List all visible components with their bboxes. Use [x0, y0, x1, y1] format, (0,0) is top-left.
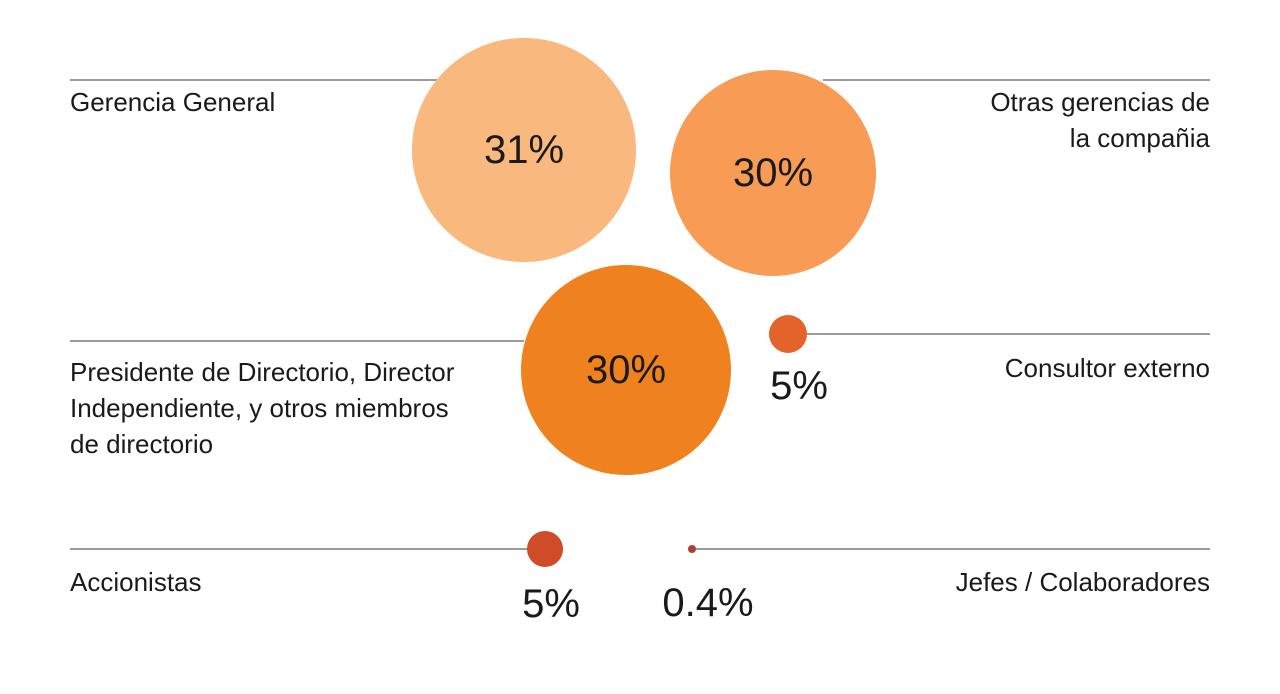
- bubble-otras-gerencias-de: [670, 70, 876, 276]
- leader-line-otras-gerencias-de: [823, 79, 1210, 81]
- leader-line-gerencia-general: [70, 79, 437, 81]
- leader-line-consultor-externo: [806, 333, 1210, 335]
- bubble-jefes-colaboradores: [688, 545, 696, 553]
- leader-line-accionistas: [70, 548, 528, 550]
- value-label-gerencia-general: 31%: [483, 127, 565, 172]
- bubble-presidente-de-directorio: [521, 265, 731, 475]
- category-label-presidente-de-directorio: Presidente de Directorio, Director Indep…: [70, 357, 455, 459]
- bubble-consultor-externo: [769, 315, 807, 353]
- value-label-otras-gerencias-de: 30%: [732, 150, 814, 195]
- leader-line-presidente-de-directorio: [70, 340, 524, 342]
- category-label-consultor-externo: Consultor externo: [1004, 353, 1210, 383]
- leader-line-jefes-colaboradores: [692, 548, 1210, 550]
- value-label-consultor-externo: 5%: [770, 363, 828, 408]
- value-label-presidente-de-directorio: 30%: [585, 347, 667, 392]
- bubble-accionistas: [527, 531, 563, 567]
- category-label-gerencia-general: Gerencia General: [70, 87, 276, 117]
- category-label-accionistas: Accionistas: [70, 567, 202, 597]
- value-label-jefes-colaboradores: 0.4%: [662, 580, 754, 625]
- category-label-jefes-colaboradores: Jefes / Colaboradores: [955, 567, 1210, 597]
- category-label-otras-gerencias-de: Otras gerencias de la compañia: [990, 87, 1210, 153]
- value-label-accionistas: 5%: [522, 581, 580, 626]
- bubble-gerencia-general: [412, 38, 636, 262]
